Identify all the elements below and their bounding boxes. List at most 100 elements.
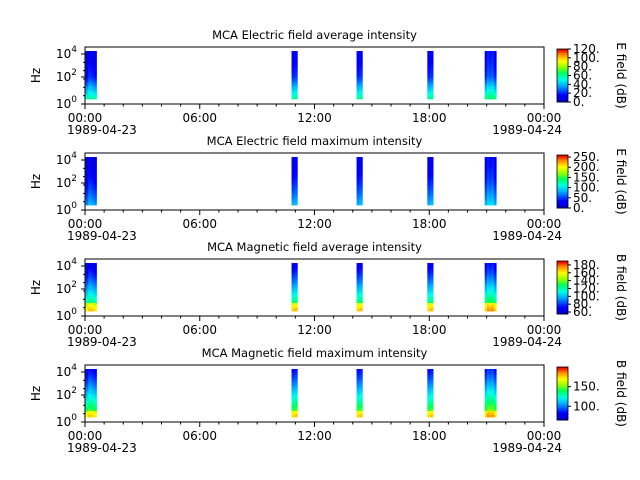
heatmap-cell xyxy=(291,199,295,202)
heatmap-cell xyxy=(427,275,431,278)
colorbar-frame xyxy=(556,366,569,421)
heatmap-cell xyxy=(359,57,363,60)
heatmap-cell xyxy=(484,271,488,274)
colorbar-frame xyxy=(556,260,569,315)
heatmap-cell xyxy=(427,387,431,390)
colorbar-swatch xyxy=(557,299,568,302)
chart-panel-3: MCA Magnetic field average intensity1041… xyxy=(29,240,628,349)
heatmap-cell xyxy=(489,163,492,166)
heatmap-cell xyxy=(489,287,492,290)
heatmap-cell xyxy=(489,187,492,190)
colorbar-swatch xyxy=(557,205,568,208)
heatmap-cell xyxy=(493,173,497,176)
heatmap-cell xyxy=(489,59,492,62)
colorbar-swatch xyxy=(557,261,568,263)
colorbar-swatch xyxy=(557,384,568,387)
heatmap-cell xyxy=(91,191,95,194)
colorbar-swatch xyxy=(557,164,568,167)
heatmap-cell xyxy=(356,51,360,54)
heatmap-cell xyxy=(356,185,360,188)
heatmap-cell xyxy=(88,281,92,284)
heatmap-cell xyxy=(93,301,97,304)
heatmap-cell xyxy=(88,71,92,74)
heatmap-cell xyxy=(489,173,492,176)
heatmap-cell xyxy=(291,183,295,186)
heatmap-cell xyxy=(491,91,495,94)
heatmap-cell xyxy=(291,403,295,406)
heatmap-cell xyxy=(93,307,97,310)
colorbar-swatch xyxy=(557,380,568,383)
heatmap-cell xyxy=(91,291,95,294)
heatmap-cell xyxy=(493,91,497,94)
colorbar-swatch xyxy=(557,193,568,196)
heatmap-cell xyxy=(356,69,360,72)
heatmap-cell xyxy=(91,279,95,282)
colorbar-swatch xyxy=(557,311,568,314)
colorbar-swatch xyxy=(557,58,568,61)
heatmap-cell xyxy=(88,81,92,84)
heatmap-cell xyxy=(291,163,295,166)
heatmap-cell xyxy=(88,165,92,168)
heatmap-cell xyxy=(91,375,95,378)
heatmap-cell xyxy=(359,267,363,270)
heatmap-cell xyxy=(88,395,92,398)
heatmap-cell xyxy=(484,199,488,202)
heatmap-cell xyxy=(491,75,495,78)
heatmap-cell xyxy=(291,87,295,90)
heatmap-cell xyxy=(430,269,434,272)
colorbar-swatch xyxy=(557,98,568,100)
colorbar-swatch xyxy=(557,87,568,90)
heatmap-cell xyxy=(427,277,431,280)
heatmap-cell xyxy=(484,65,488,68)
heatmap-cell xyxy=(487,289,490,292)
heatmap-cell xyxy=(489,171,492,174)
colorbar-swatch xyxy=(557,78,568,80)
heatmap-cell xyxy=(489,159,492,162)
heatmap-cell xyxy=(294,283,298,286)
colorbar-swatch xyxy=(557,298,568,300)
heatmap-cell xyxy=(484,159,488,162)
heatmap-cell xyxy=(489,61,492,64)
heatmap-cell xyxy=(427,203,431,206)
heatmap-cell xyxy=(489,179,492,182)
colorbar-swatch xyxy=(557,71,568,74)
heatmap-cell xyxy=(91,411,95,414)
heatmap-cell xyxy=(294,399,298,402)
heatmap-cell xyxy=(356,393,360,396)
heatmap-cell xyxy=(359,305,363,308)
heatmap-cell xyxy=(491,279,495,282)
heatmap-cell xyxy=(430,409,434,412)
heatmap-cell xyxy=(291,291,295,294)
heatmap-cell xyxy=(356,283,360,286)
heatmap-cell xyxy=(88,69,92,72)
heatmap-cell xyxy=(491,169,495,172)
x-date-label: 1989-04-23 xyxy=(67,335,137,349)
colorbar-tick-label: 120. xyxy=(573,42,600,56)
heatmap-cell xyxy=(85,285,89,288)
heatmap-cell xyxy=(487,377,490,380)
heatmap-cell xyxy=(93,305,97,308)
heatmap-cell xyxy=(493,195,497,198)
heatmap-cell xyxy=(291,187,295,190)
heatmap-cell xyxy=(91,91,95,94)
heatmap-cell xyxy=(491,89,495,92)
heatmap-cell xyxy=(489,81,492,84)
heatmap-cell xyxy=(291,55,295,58)
y-tick-label: 104 xyxy=(56,45,77,61)
heatmap-cell xyxy=(294,275,298,278)
heatmap-cell xyxy=(430,97,434,100)
axes-frame xyxy=(84,152,545,211)
heatmap-cell xyxy=(430,387,434,390)
heatmap-cell xyxy=(359,301,363,304)
heatmap-cell xyxy=(430,85,434,88)
colorbar-swatch xyxy=(557,390,568,393)
heatmap-cell xyxy=(427,187,431,190)
heatmap-cell xyxy=(93,51,97,54)
heatmap-cell xyxy=(294,305,298,308)
heatmap-cell xyxy=(359,295,363,298)
heatmap-cell xyxy=(85,291,89,294)
heatmap-cell xyxy=(291,67,295,70)
heatmap-cell xyxy=(91,293,95,296)
heatmap-cell xyxy=(91,93,95,96)
heatmap-cell xyxy=(427,309,431,312)
